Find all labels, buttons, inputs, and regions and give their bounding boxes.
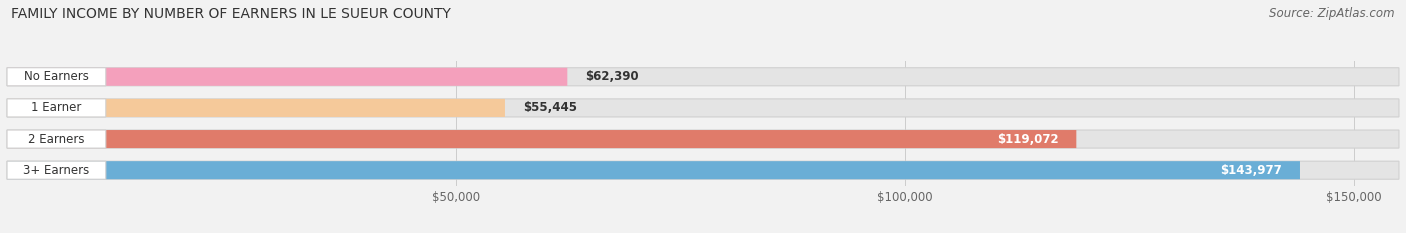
FancyBboxPatch shape (7, 99, 105, 117)
FancyBboxPatch shape (7, 161, 1301, 179)
FancyBboxPatch shape (7, 161, 105, 179)
Text: 1 Earner: 1 Earner (31, 101, 82, 114)
Text: $143,977: $143,977 (1220, 164, 1282, 177)
Text: FAMILY INCOME BY NUMBER OF EARNERS IN LE SUEUR COUNTY: FAMILY INCOME BY NUMBER OF EARNERS IN LE… (11, 7, 451, 21)
Text: $55,445: $55,445 (523, 101, 576, 114)
FancyBboxPatch shape (7, 130, 1077, 148)
FancyBboxPatch shape (7, 68, 105, 86)
FancyBboxPatch shape (7, 130, 1399, 148)
Text: No Earners: No Earners (24, 70, 89, 83)
Text: 3+ Earners: 3+ Earners (24, 164, 90, 177)
Text: $119,072: $119,072 (997, 133, 1059, 146)
Text: $62,390: $62,390 (585, 70, 638, 83)
FancyBboxPatch shape (7, 161, 1399, 179)
FancyBboxPatch shape (7, 130, 105, 148)
Text: 2 Earners: 2 Earners (28, 133, 84, 146)
Text: Source: ZipAtlas.com: Source: ZipAtlas.com (1270, 7, 1395, 20)
FancyBboxPatch shape (7, 68, 1399, 86)
FancyBboxPatch shape (7, 99, 1399, 117)
FancyBboxPatch shape (7, 68, 567, 86)
FancyBboxPatch shape (7, 99, 505, 117)
